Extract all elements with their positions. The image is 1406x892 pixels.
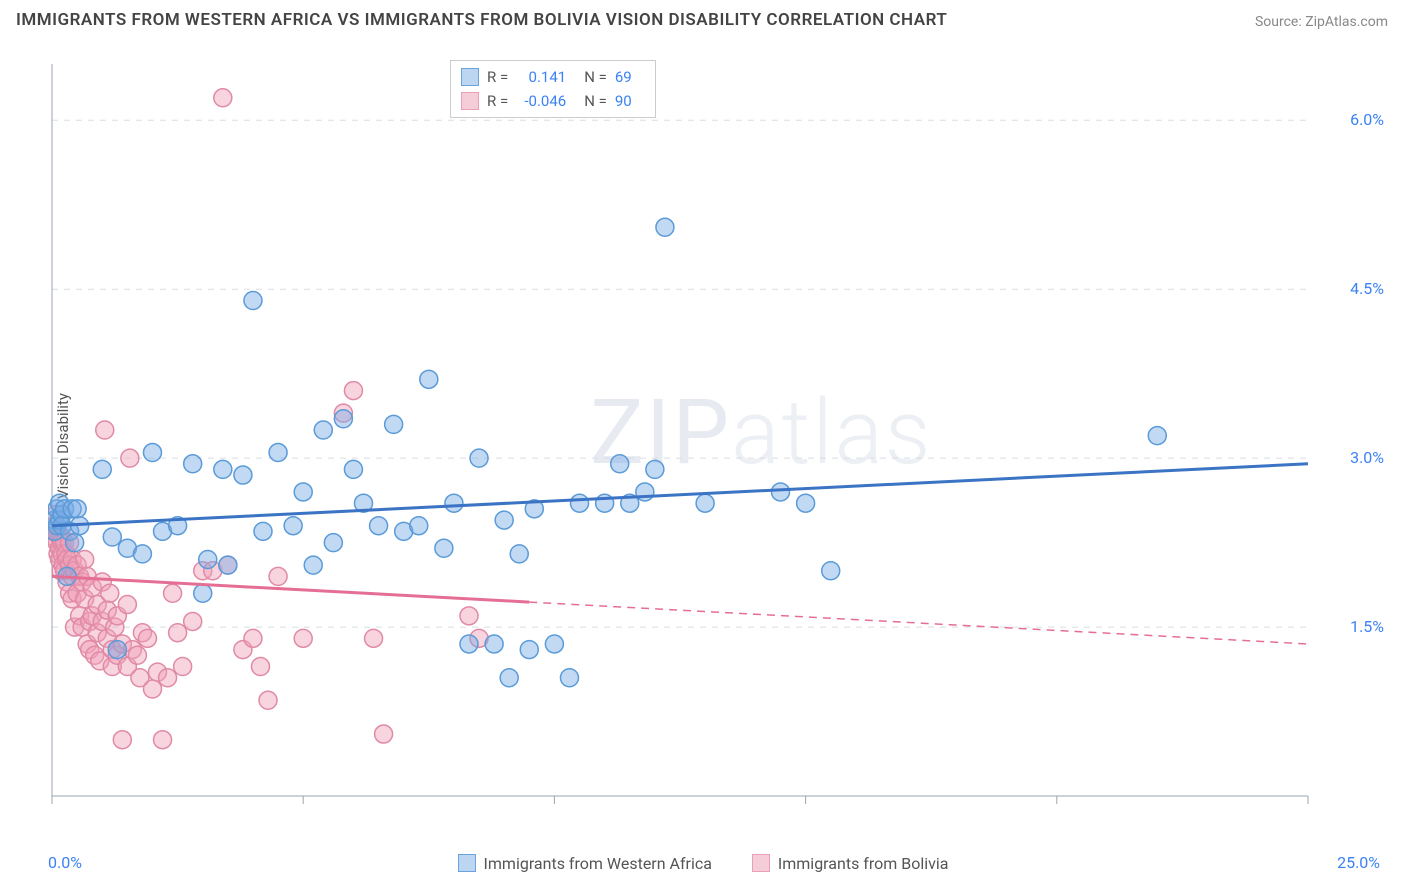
r-label: R = [487,68,508,86]
chart-plot-area [48,56,1368,826]
series-legend: Immigrants from Western Africa Immigrant… [0,854,1406,877]
r-value-2: -0.046 [516,92,566,110]
n-label: N = [584,68,607,86]
source-attribution: Source: ZipAtlas.com [1255,14,1388,30]
n-label: N = [584,92,607,110]
n-value-1: 69 [615,68,645,86]
chart-title: IMMIGRANTS FROM WESTERN AFRICA VS IMMIGR… [16,10,947,30]
n-value-2: 90 [615,92,645,110]
correlation-legend: R = 0.141 N = 69 R = -0.046 N = 90 [450,60,656,118]
legend-label-1: Immigrants from Western Africa [484,854,712,873]
legend-row-series2: R = -0.046 N = 90 [461,89,645,113]
r-label: R = [487,92,508,110]
legend-row-series1: R = 0.141 N = 69 [461,65,645,89]
swatch-series2 [461,92,479,110]
legend-item-2: Immigrants from Bolivia [752,854,949,873]
y-tick-label: 6.0% [1350,110,1384,129]
y-tick-label: 3.0% [1350,448,1384,467]
y-tick-label: 1.5% [1350,617,1384,636]
scatter-chart [48,56,1368,826]
r-value-1: 0.141 [516,68,566,86]
legend-label-2: Immigrants from Bolivia [778,854,949,873]
swatch-series2-bottom [752,854,770,872]
y-tick-label: 4.5% [1350,279,1384,298]
swatch-series1 [461,68,479,86]
swatch-series1-bottom [458,854,476,872]
legend-item-1: Immigrants from Western Africa [458,854,712,873]
